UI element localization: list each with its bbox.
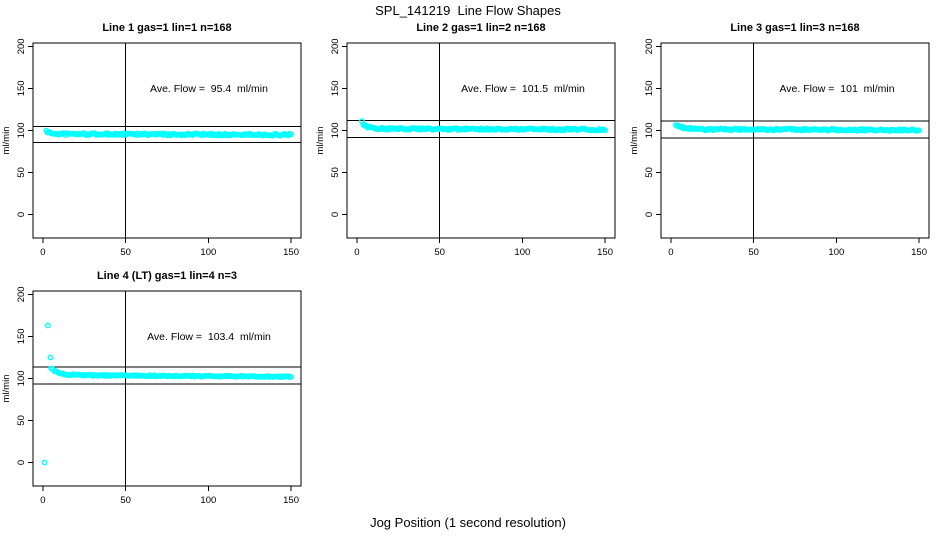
- plot-box: [32, 42, 302, 239]
- y-tick-label: 0: [16, 460, 27, 465]
- subplot-title-line3: Line 3 gas=1 lin=3 n=168: [730, 22, 860, 34]
- ave-flow-annotation-line2: Ave. Flow = 101.5 ml/min: [461, 83, 585, 95]
- y-tick-label: 200: [16, 286, 27, 302]
- x-axis-label: Jog Position (1 second resolution): [370, 515, 566, 530]
- plot-box: [32, 290, 302, 487]
- x-tick-label: 150: [283, 495, 299, 506]
- x-tick-label: 100: [200, 495, 216, 506]
- y-axis-label: ml/min: [1, 375, 12, 403]
- data-point: [288, 373, 294, 380]
- data-point: [916, 127, 922, 134]
- x-tick-label: 150: [283, 247, 299, 258]
- y-tick-label: 50: [16, 415, 27, 426]
- y-tick-label: 150: [16, 328, 27, 344]
- y-tick-label: 200: [16, 38, 27, 54]
- x-tick-label: 100: [828, 247, 844, 258]
- x-tick-label: 0: [40, 495, 45, 506]
- y-tick-label: 150: [644, 80, 655, 96]
- ave-flow-annotation-line4: Ave. Flow = 103.4 ml/min: [147, 331, 271, 343]
- ave-flow-annotation-line3: Ave. Flow = 101 ml/min: [779, 83, 895, 95]
- subplot-title-line2: Line 2 gas=1 lin=2 n=168: [416, 22, 546, 34]
- y-axis-label: ml/min: [629, 127, 640, 155]
- scatter-plot-line1: 0 50 100 150 0 50 100 150 200 ml/min: [1, 38, 302, 258]
- y-tick-label: 0: [330, 212, 341, 217]
- y-tick-label: 100: [644, 122, 655, 138]
- outlier-point: [47, 354, 54, 361]
- y-tick-label: 50: [16, 167, 27, 178]
- y-tick-label: 50: [644, 167, 655, 178]
- data-point: [288, 131, 294, 138]
- plot-box: [346, 42, 616, 239]
- scatter-plot-line4: 0 50 100 150 0 50 100 150 200 ml/min: [1, 286, 302, 506]
- y-tick-label: 100: [330, 122, 341, 138]
- figure-title: SPL_141219 Line Flow Shapes: [375, 3, 561, 18]
- x-tick-label: 100: [200, 247, 216, 258]
- outlier-point: [44, 322, 51, 329]
- y-axis-label: ml/min: [1, 127, 12, 155]
- y-axis-label: ml/min: [315, 127, 326, 155]
- x-tick-label: 50: [434, 247, 445, 258]
- ave-flow-annotation-line1: Ave. Flow = 95.4 ml/min: [150, 83, 268, 95]
- x-tick-label: 0: [40, 247, 45, 258]
- y-tick-label: 100: [16, 370, 27, 386]
- y-tick-label: 0: [644, 212, 655, 217]
- plot-box: [660, 42, 930, 239]
- scatter-plot-line2: 0 50 100 150 0 50 100 150 200 ml/min: [315, 38, 616, 258]
- x-tick-label: 50: [748, 247, 759, 258]
- scatter-plot-line3: 0 50 100 150 0 50 100 150 200 ml/min: [629, 38, 930, 258]
- x-tick-label: 100: [514, 247, 530, 258]
- subplot-title-line4: Line 4 (LT) gas=1 lin=4 n=3: [96, 270, 238, 282]
- y-tick-label: 200: [330, 38, 341, 54]
- x-tick-label: 0: [354, 247, 359, 258]
- x-tick-label: 0: [668, 247, 673, 258]
- y-tick-label: 150: [330, 80, 341, 96]
- x-tick-label: 150: [911, 247, 927, 258]
- y-tick-label: 150: [16, 80, 27, 96]
- y-tick-label: 200: [644, 38, 655, 54]
- y-tick-label: 50: [330, 167, 341, 178]
- x-tick-label: 150: [597, 247, 613, 258]
- x-tick-label: 50: [120, 247, 131, 258]
- subplot-title-line1: Line 1 gas=1 lin=1 n=168: [102, 22, 232, 34]
- x-tick-label: 50: [120, 495, 131, 506]
- data-point: [602, 127, 608, 134]
- y-tick-label: 100: [16, 122, 27, 138]
- outlier-point: [41, 459, 48, 466]
- y-tick-label: 0: [16, 212, 27, 217]
